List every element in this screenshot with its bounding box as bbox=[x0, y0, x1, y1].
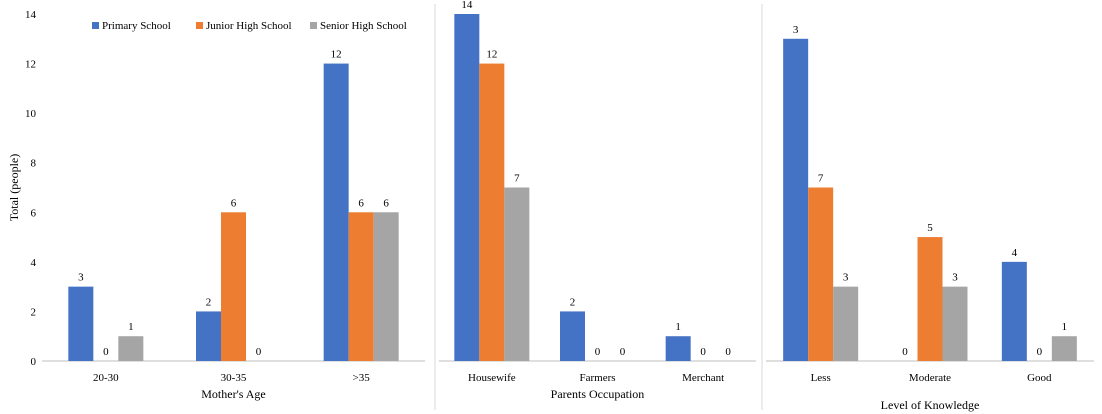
bar-primary-school bbox=[323, 63, 349, 361]
bar-junior-high-school bbox=[808, 187, 834, 361]
data-label: 1 bbox=[675, 321, 681, 333]
data-label: 12 bbox=[486, 49, 497, 61]
bars-layer bbox=[68, 14, 1077, 362]
data-label: 4 bbox=[1012, 247, 1018, 259]
y-tick-label: 8 bbox=[31, 158, 37, 170]
bar-senior-high-school bbox=[942, 286, 968, 361]
x-tick-label: Moderate bbox=[909, 372, 951, 384]
x-axis-title: Mother's Age bbox=[201, 387, 266, 401]
data-label: 1 bbox=[1062, 321, 1068, 333]
data-label: 6 bbox=[358, 197, 364, 209]
x-tick-label: 30-35 bbox=[221, 372, 247, 384]
bar-junior-high-school bbox=[221, 212, 246, 361]
y-tick-label: 4 bbox=[31, 257, 37, 269]
bar-senior-high-school bbox=[373, 212, 399, 361]
data-label: 0 bbox=[595, 346, 601, 358]
legend-swatch bbox=[196, 22, 203, 29]
data-label: 0 bbox=[256, 346, 262, 358]
y-tick-label: 0 bbox=[31, 356, 37, 368]
bar-primary-school bbox=[665, 336, 691, 361]
bar-primary-school bbox=[196, 311, 221, 361]
legend-entry: Junior High School bbox=[206, 20, 292, 32]
data-label: 0 bbox=[700, 346, 706, 358]
y-axis-title: Total (people) bbox=[7, 154, 21, 221]
y-tick-label: 2 bbox=[31, 306, 37, 318]
data-label: 0 bbox=[1037, 346, 1043, 358]
y-tick-label: 14 bbox=[25, 9, 37, 21]
data-label: 7 bbox=[514, 173, 520, 185]
data-label: 2 bbox=[570, 296, 576, 308]
bar-primary-school bbox=[454, 14, 480, 361]
data-label: 1 bbox=[128, 321, 134, 333]
data-label: 3 bbox=[952, 272, 958, 284]
x-tick-label: Less bbox=[811, 372, 831, 384]
legend-entry: Primary School bbox=[102, 20, 171, 32]
data-label: 3 bbox=[78, 272, 84, 284]
bar-junior-high-school bbox=[917, 237, 943, 361]
data-label: 3 bbox=[793, 24, 799, 36]
data-label: 0 bbox=[902, 346, 908, 358]
data-label: 12 bbox=[331, 49, 342, 61]
data-label: 2 bbox=[206, 296, 212, 308]
legend-entry: Senior High School bbox=[320, 20, 407, 32]
x-tick-label: 20-30 bbox=[93, 372, 119, 384]
bar-junior-high-school bbox=[348, 212, 374, 361]
data-label: 6 bbox=[383, 197, 389, 209]
x-tick-label: Farmers bbox=[579, 372, 615, 384]
bar-primary-school bbox=[560, 311, 585, 361]
data-label: 7 bbox=[818, 173, 824, 185]
x-axis-title: Parents Occupation bbox=[551, 387, 645, 401]
data-label: 3 bbox=[843, 272, 849, 284]
x-tick-label: Housewife bbox=[468, 372, 516, 384]
bar-primary-school bbox=[1001, 261, 1027, 361]
bar-senior-high-school bbox=[118, 336, 144, 361]
bar-primary-school bbox=[68, 286, 94, 361]
x-tick-label: Merchant bbox=[682, 372, 724, 384]
bar-junior-high-school bbox=[479, 63, 505, 361]
data-label: 0 bbox=[725, 346, 731, 358]
bar-senior-high-school bbox=[1051, 336, 1077, 361]
data-label: 14 bbox=[461, 0, 473, 11]
bar-senior-high-school bbox=[504, 187, 530, 361]
data-label: 5 bbox=[927, 222, 933, 234]
y-tick-label: 10 bbox=[25, 108, 37, 120]
legend-swatch bbox=[92, 22, 99, 29]
bar-senior-high-school bbox=[833, 286, 859, 361]
x-tick-label: Good bbox=[1027, 372, 1052, 384]
y-tick-label: 6 bbox=[31, 207, 37, 219]
legend-swatch bbox=[310, 22, 317, 29]
data-label: 6 bbox=[231, 197, 237, 209]
y-tick-label: 12 bbox=[25, 59, 36, 71]
data-label: 0 bbox=[620, 346, 626, 358]
x-tick-label: >35 bbox=[353, 372, 371, 384]
x-axis-title: Level of Knowledge bbox=[881, 398, 980, 412]
bar-primary-school bbox=[783, 38, 809, 362]
data-label: 0 bbox=[103, 346, 109, 358]
